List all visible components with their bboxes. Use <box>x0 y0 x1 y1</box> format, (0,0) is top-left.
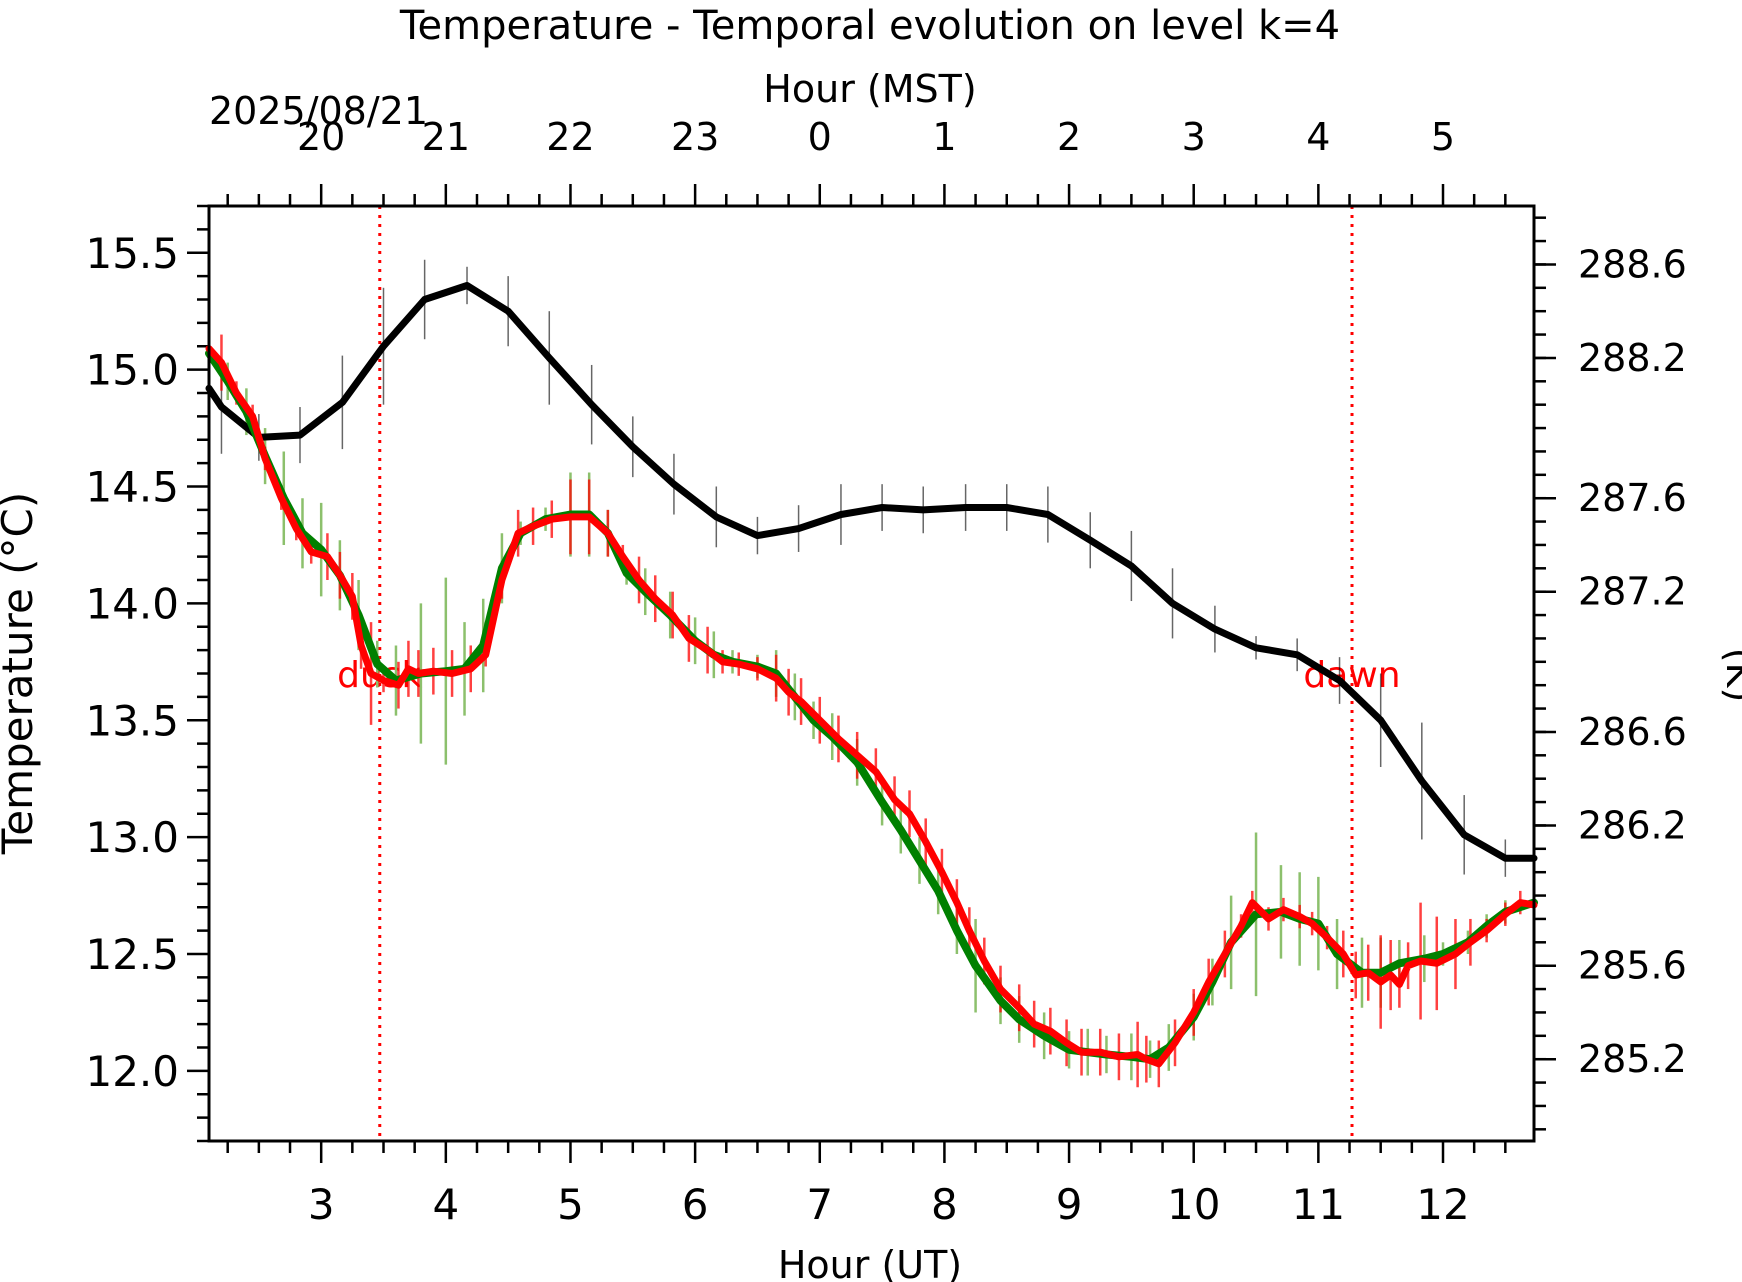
top-axis-label: Hour (MST) <box>763 67 976 111</box>
y-tick-label: 12.5 <box>85 930 179 979</box>
right-tick-label: 287.6 <box>1578 476 1687 520</box>
top-tick-label: 0 <box>808 115 832 159</box>
x-tick-label: 10 <box>1167 1180 1220 1229</box>
top-tick-label: 1 <box>932 115 956 159</box>
x-axis-label: Hour (UT) <box>778 1243 962 1282</box>
x-tick-label: 12 <box>1416 1180 1469 1229</box>
right-tick-label: 285.2 <box>1578 1037 1687 1081</box>
top-tick-label: 5 <box>1431 115 1455 159</box>
right-tick-label: 288.6 <box>1578 242 1687 286</box>
date-label: 2025/08/21 <box>209 89 428 133</box>
right-tick-label: 287.2 <box>1578 570 1687 614</box>
x-tick-label: 3 <box>308 1180 335 1229</box>
top-tick-label: 2 <box>1057 115 1081 159</box>
event-lines: dusk dawn <box>337 206 1401 1141</box>
y-tick-label: 15.0 <box>85 346 179 395</box>
series-lines <box>205 282 1538 1068</box>
top-tick-label: 20 <box>297 115 345 159</box>
right-axis-label: (K) <box>1718 648 1742 703</box>
top-tick-label: 21 <box>422 115 470 159</box>
y-tick-label: 12.0 <box>85 1047 179 1096</box>
series-line <box>205 345 1538 1068</box>
y-tick-label: 14.5 <box>85 463 179 512</box>
x-tick-label: 7 <box>806 1180 833 1229</box>
top-tick-label: 22 <box>546 115 594 159</box>
x-tick-label: 11 <box>1292 1180 1345 1229</box>
series-line <box>205 282 1538 862</box>
x-tick-label: 9 <box>1056 1180 1083 1229</box>
y-tick-label: 13.5 <box>85 696 179 745</box>
y-axis-label: Temperature (°C) <box>0 492 42 856</box>
series-line <box>205 349 1538 1064</box>
right-tick-label: 285.6 <box>1578 944 1687 988</box>
top-tick-label: 23 <box>671 115 719 159</box>
right-tick-label: 286.6 <box>1578 710 1687 754</box>
right-tick-label: 286.2 <box>1578 803 1687 847</box>
top-tick-label: 4 <box>1306 115 1330 159</box>
x-tick-label: 8 <box>931 1180 958 1229</box>
x-tick-label: 4 <box>432 1180 459 1229</box>
y-tick-label: 13.0 <box>85 813 179 862</box>
x-tick-label: 6 <box>682 1180 709 1229</box>
right-tick-label: 288.2 <box>1578 336 1687 380</box>
top-tick-label: 3 <box>1182 115 1206 159</box>
chart-title: Temperature - Temporal evolution on leve… <box>399 3 1340 49</box>
x-tick-label: 5 <box>557 1180 584 1229</box>
y-tick-label: 14.0 <box>85 579 179 628</box>
y-tick-label: 15.5 <box>85 229 179 278</box>
plot-frame <box>207 204 1536 1143</box>
